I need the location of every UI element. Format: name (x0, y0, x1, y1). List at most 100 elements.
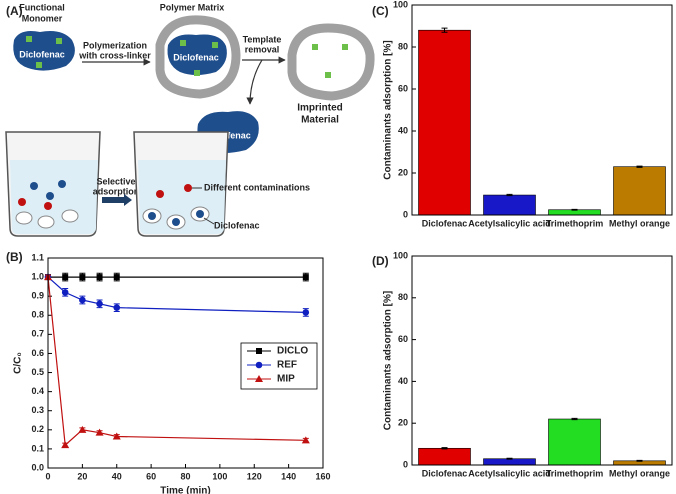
monomer (212, 42, 218, 48)
error-bar (571, 208, 578, 211)
monomer (26, 36, 32, 42)
y-tick-label: 20 (398, 167, 408, 177)
y-tick-label: 1.1 (31, 252, 44, 262)
particle (58, 180, 66, 188)
y-tick-label: 60 (398, 334, 408, 344)
marker (255, 361, 263, 369)
arrow (102, 194, 132, 206)
y-tick-label: 0.3 (31, 405, 44, 415)
x-tick-label: 100 (212, 471, 227, 481)
monomer (194, 70, 200, 76)
y-tick-label: 40 (398, 125, 408, 135)
error-bar (441, 27, 448, 33)
y-tick-label: 0 (403, 209, 408, 219)
x-tick-label: 80 (180, 471, 190, 481)
y-tick-label: 0.8 (31, 310, 44, 320)
bar (418, 447, 471, 466)
marker (301, 436, 310, 444)
label: removal (245, 44, 280, 54)
x-tick-label: 0 (45, 471, 50, 481)
label: Material (301, 115, 339, 126)
series-line (47, 276, 306, 314)
legend-label: MIP (277, 374, 295, 385)
label: Template (243, 34, 282, 44)
error-bar (636, 165, 643, 168)
legend-label: DICLO (277, 346, 308, 357)
marker (95, 428, 104, 436)
marker (302, 309, 310, 316)
y-tick-label: 100 (393, 0, 408, 9)
y-tick-label: 0.2 (31, 424, 44, 434)
y-tick-label: 0.6 (31, 348, 44, 358)
label: Different contaminations (204, 182, 310, 192)
marker (61, 289, 69, 296)
marker (79, 296, 86, 304)
panel-label: (C) (372, 4, 389, 18)
pointer (203, 217, 215, 225)
bar (483, 194, 536, 216)
y-tick-label: 1.0 (31, 271, 44, 281)
plot-frame (411, 255, 673, 466)
y-axis-label: C/C₀ (13, 352, 24, 374)
marker (62, 274, 69, 281)
y-tick-label: 80 (398, 41, 408, 51)
panel-label: (D) (372, 254, 389, 268)
monomer (36, 62, 42, 68)
x-tick-label: Diclofenac (422, 468, 468, 478)
label: Diclofenac (173, 52, 219, 62)
error-bar (506, 193, 513, 197)
monomer (180, 40, 186, 46)
x-tick-label: 40 (112, 471, 122, 481)
y-tick-label: 40 (398, 376, 408, 386)
x-axis-label: Time (min) (160, 486, 210, 494)
particle (46, 192, 54, 200)
particle (18, 198, 26, 206)
bar (613, 166, 666, 216)
x-tick-label: Trimethoprim (546, 468, 604, 478)
error-bar (441, 447, 448, 450)
particle (15, 211, 33, 225)
label: Monomer (22, 13, 63, 23)
series-line (47, 277, 306, 447)
monomer (312, 44, 318, 50)
label: Functional (19, 2, 65, 12)
y-tick-label: 0.1 (31, 443, 44, 453)
y-axis-label: Contaminants adsorption [%] (383, 40, 394, 179)
imprinted-material (287, 23, 375, 101)
marker (96, 274, 103, 281)
error-bar (571, 417, 578, 421)
label: Polymerization (83, 40, 147, 50)
marker (113, 274, 120, 281)
y-tick-label: 80 (398, 292, 408, 302)
y-tick-label: 100 (393, 250, 408, 260)
label: adsorption (93, 186, 140, 196)
label: Polymer Matrix (160, 2, 225, 12)
x-tick-label: 140 (281, 471, 296, 481)
marker (96, 300, 103, 308)
plot-frame (47, 257, 324, 469)
bar (548, 418, 601, 466)
marker (113, 304, 121, 311)
marker (255, 375, 263, 382)
monomer (56, 38, 62, 44)
particle (44, 202, 52, 210)
y-tick-label: 0.7 (31, 329, 44, 339)
x-tick-label: Methyl orange (609, 468, 670, 478)
particle (61, 209, 79, 223)
label: Diclofenac (19, 49, 65, 59)
y-tick-label: 0.0 (31, 462, 44, 472)
panel-label: (B) (6, 250, 23, 264)
label: Imprinted (297, 103, 343, 114)
x-tick-label: 20 (77, 471, 87, 481)
x-tick-label: 160 (315, 471, 330, 481)
x-tick-label: Methyl orange (609, 218, 670, 228)
label: with cross-linker (78, 50, 151, 60)
y-tick-label: 0.5 (31, 367, 44, 377)
marker (302, 274, 309, 281)
marker (112, 432, 121, 440)
bar (483, 458, 536, 466)
monomer (325, 72, 331, 78)
x-tick-label: Diclofenac (422, 218, 468, 228)
y-axis-label: Contaminants adsorption [%] (383, 291, 394, 430)
particle (172, 218, 180, 226)
